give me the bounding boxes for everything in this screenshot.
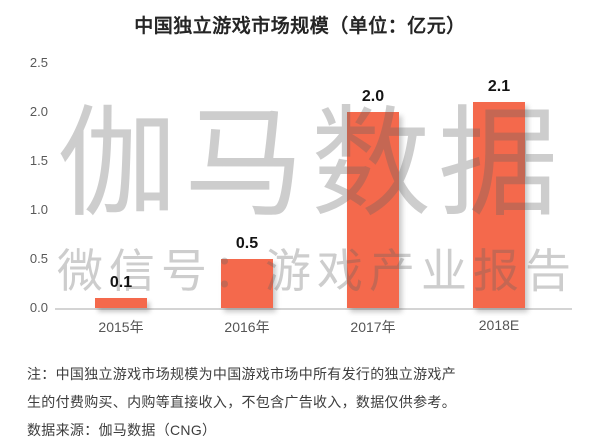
- footnote-block: 注：中国独立游戏市场规模为中国游戏市场中所有发行的独立游戏产 生的付费购买、内购…: [27, 360, 587, 444]
- footnote-line-2: 生的付费购买、内购等直接收入，不包含广告收入，数据仅供参考。: [27, 394, 456, 410]
- x-axis-label: 2018E: [478, 317, 520, 333]
- bar-value-label: 2.0: [361, 88, 385, 105]
- x-axis-line: [55, 308, 572, 310]
- y-axis-tick: 0.5: [29, 251, 48, 266]
- bar-value-label: 2.1: [487, 78, 511, 95]
- bar-value-label: 0.1: [109, 274, 133, 291]
- x-axis-label: 2015年: [98, 319, 144, 335]
- x-axis-label: 2016年: [224, 319, 270, 335]
- bar-value-label: 0.5: [235, 235, 259, 252]
- y-axis-tick: 0.0: [29, 300, 48, 315]
- y-axis-tick: 1.5: [29, 153, 48, 168]
- footnote-line-1: 注：中国独立游戏市场规模为中国游戏市场中所有发行的独立游戏产: [27, 366, 456, 382]
- x-axis-label: 2017年: [350, 319, 396, 335]
- y-axis-tick: 1.0: [29, 202, 48, 217]
- data-source-line: 数据来源：伽马数据（CNG）: [27, 422, 217, 438]
- bar: [95, 298, 147, 308]
- bar: [221, 259, 273, 308]
- bar: [347, 112, 399, 308]
- chart-title: 中国独立游戏市场规模（单位：亿元）: [134, 16, 466, 37]
- y-axis-tick: 2.5: [29, 55, 48, 70]
- y-axis-tick: 2.0: [29, 104, 48, 119]
- bar: [473, 102, 525, 308]
